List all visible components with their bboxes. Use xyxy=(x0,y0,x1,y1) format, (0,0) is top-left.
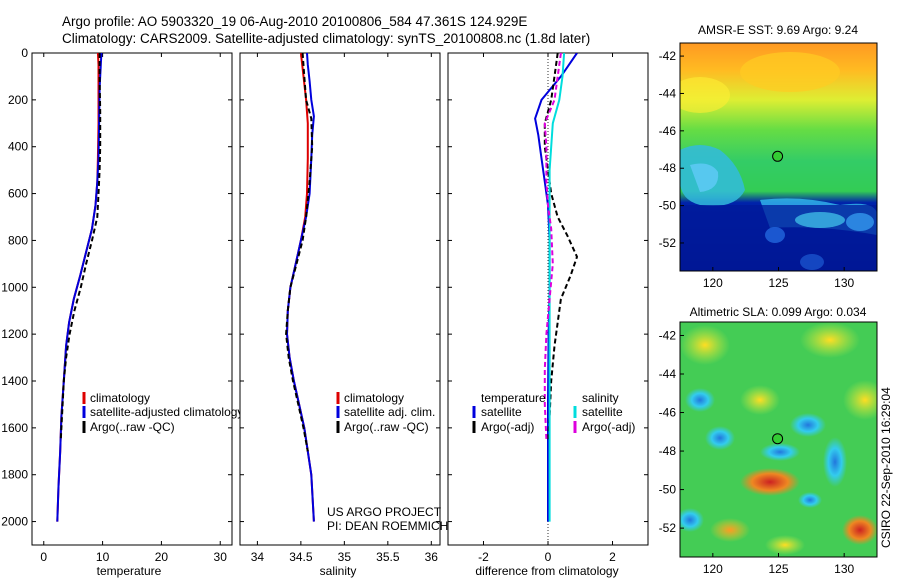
legend-satellite-adjusted: satellite-adjusted climatology xyxy=(90,405,243,419)
map-y-tick-label: -42 xyxy=(659,49,677,63)
figure-title-line2: Climatology: CARS2009. Satellite-adjuste… xyxy=(62,31,590,46)
legend-sal2-argo: Argo(-adj) xyxy=(582,420,635,434)
map-x-tick-label: 130 xyxy=(834,562,854,576)
y-tick-label: 2000 xyxy=(1,515,28,529)
y-tick-label: 1400 xyxy=(1,374,28,388)
series-line xyxy=(59,53,102,440)
map-y-tick-label: -46 xyxy=(659,124,677,138)
sst-argo-position-marker xyxy=(772,150,784,162)
salinity-axes xyxy=(239,52,441,546)
x-tick-label: 35.5 xyxy=(376,550,400,564)
legend-sal-argo: Argo(..raw -QC) xyxy=(344,420,429,434)
y-tick-label: 1600 xyxy=(1,421,28,435)
map-y-tick-label: -52 xyxy=(659,236,677,250)
x-tick-label: 36 xyxy=(425,550,439,564)
map-y-tick-label: -44 xyxy=(659,367,677,381)
x-tick-label: 34.5 xyxy=(289,550,313,564)
temperature-lines xyxy=(56,53,103,522)
map-y-tick-label: -50 xyxy=(659,483,677,497)
map-y-tick-label: -48 xyxy=(659,444,677,458)
salinity-lines xyxy=(285,53,315,522)
y-tick-label: 1000 xyxy=(1,280,28,294)
legend-sal-heading: salinity xyxy=(582,391,619,405)
x-tick-label: 30 xyxy=(214,550,228,564)
map-x-tick-label: 125 xyxy=(768,562,788,576)
y-tick-label: 200 xyxy=(8,93,28,107)
figure-title-line1: Argo profile: AO 5903320_19 06-Aug-2010 … xyxy=(62,14,527,29)
map-x-tick-label: 125 xyxy=(768,276,788,290)
sla-argo-position-marker xyxy=(772,433,784,445)
map-y-tick-label: -44 xyxy=(659,86,677,100)
y-tick-label: 1800 xyxy=(1,468,28,482)
y-tick-label: 400 xyxy=(8,140,28,154)
principal-investigator: PI: DEAN ROEMMICH xyxy=(327,519,448,533)
salinity-panel: 34 34.5 35 35.5 36 salinity climatology sate… xyxy=(239,52,448,578)
temperature-axes xyxy=(31,52,233,546)
legend-sal-satellite: satellite adj. clim. xyxy=(344,405,435,419)
sla-map-ticks: 120 125 130 -42 -44 -46 -48 -50 -52 xyxy=(659,328,855,576)
x-tick-label: 20 xyxy=(155,550,169,564)
x-tick-label: 10 xyxy=(96,550,110,564)
x-tick-label: 35 xyxy=(338,550,352,564)
sst-map-title: AMSR-E SST: 9.69 Argo: 9.24 xyxy=(698,23,858,37)
sst-map: AMSR-E SST: 9.69 Argo: 9.24 120 125 130 -42… xyxy=(659,23,878,290)
temperature-xlabel: temperature xyxy=(97,564,162,578)
map-y-tick-label: -50 xyxy=(659,199,677,213)
difference-panel: -2 0 2 difference from climatology tempera… xyxy=(447,52,649,578)
y-tick-label: 800 xyxy=(8,233,28,247)
legend-temp-satellite: satellite xyxy=(481,405,522,419)
sla-field xyxy=(680,322,877,557)
x-tick-label: -2 xyxy=(478,550,489,564)
map-y-tick-label: -46 xyxy=(659,406,677,420)
salinity-legend: climatology satellite adj. clim. Argo(..… xyxy=(336,391,435,434)
map-x-tick-label: 130 xyxy=(834,276,854,290)
temperature-panel: 0 10 20 30 0 200 400 600 800 1000 1200 1400 1600 1800… xyxy=(1,46,243,578)
x-tick-label: 0 xyxy=(545,550,552,564)
sst-map-ticks: 120 125 130 -42 -44 -46 -48 -50 -52 xyxy=(659,49,855,290)
difference-legend: temperature satellite Argo(-adj) salinit… xyxy=(472,391,635,434)
y-tick-label: 0 xyxy=(21,46,28,60)
sst-field xyxy=(680,43,877,271)
salinity-ticks: 34 34.5 35 35.5 36 xyxy=(240,52,440,564)
x-tick-label: 2 xyxy=(609,550,616,564)
map-y-tick-label: -52 xyxy=(659,521,677,535)
series-line xyxy=(543,53,562,440)
y-tick-label: 1200 xyxy=(1,327,28,341)
map-x-tick-label: 120 xyxy=(703,276,723,290)
x-tick-label: 34 xyxy=(251,550,265,564)
legend-climatology: climatology xyxy=(90,391,150,405)
plot-timestamp: CSIRO 22-Sep-2010 16:29:04 xyxy=(879,387,893,548)
series-line xyxy=(548,53,566,522)
difference-ticks: -2 0 2 xyxy=(448,52,648,564)
legend-argo: Argo(..raw -QC) xyxy=(90,420,175,434)
x-tick-label: 0 xyxy=(40,550,47,564)
salinity-xlabel: salinity xyxy=(320,564,357,578)
difference-xlabel: difference from climatology xyxy=(475,564,618,578)
difference-lines xyxy=(534,53,579,522)
series-line xyxy=(543,53,579,440)
temperature-ticks: 0 10 20 30 0 200 400 600 800 1000 1200 1400 1600 1800… xyxy=(1,46,232,564)
series-line xyxy=(285,53,314,452)
map-y-tick-label: -48 xyxy=(659,161,677,175)
project-name: US ARGO PROJECT xyxy=(327,505,442,519)
legend-temp-argo: Argo(-adj) xyxy=(481,420,534,434)
sla-map-title: Altimetric SLA: 0.099 Argo: 0.034 xyxy=(690,305,867,319)
legend-temp-heading: temperature xyxy=(481,391,546,405)
sla-map: Altimetric SLA: 0.099 Argo: 0.034 120 125… xyxy=(659,305,878,576)
legend-sal-climatology: climatology xyxy=(344,391,404,405)
map-y-tick-label: -42 xyxy=(659,328,677,342)
y-tick-label: 600 xyxy=(8,187,28,201)
temperature-legend: climatology satellite-adjusted climatolo… xyxy=(82,391,243,434)
legend-sal2-satellite: satellite xyxy=(582,405,623,419)
map-x-tick-label: 120 xyxy=(703,562,723,576)
